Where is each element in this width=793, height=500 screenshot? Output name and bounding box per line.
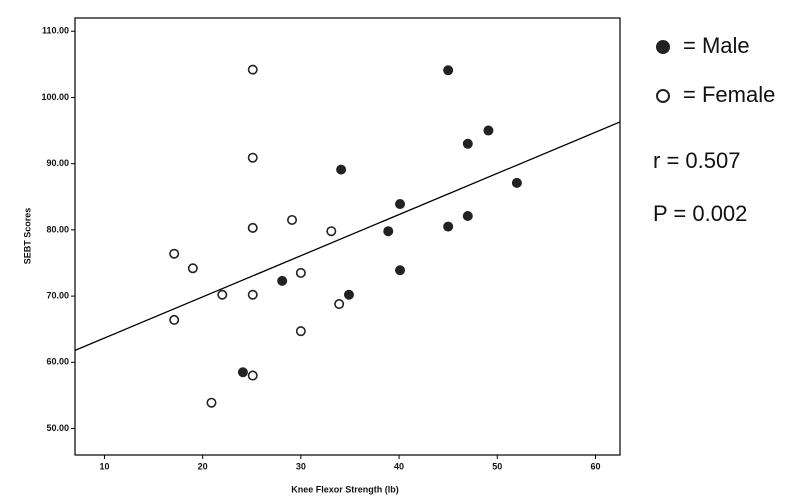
point: [218, 291, 226, 299]
x-tick-label: 30: [296, 461, 306, 471]
point: [249, 65, 257, 73]
point: [297, 269, 305, 277]
point: [170, 250, 178, 258]
point: [464, 212, 472, 220]
point: [384, 227, 392, 235]
point: [249, 371, 257, 379]
y-tick-label: 70.00: [46, 290, 69, 300]
y-tick-label: 90.00: [46, 158, 69, 168]
legend-marker: [657, 41, 669, 53]
point: [189, 264, 197, 272]
x-axis-label: Knee Flexor Strength (lb): [291, 484, 399, 494]
point: [278, 277, 286, 285]
point: [444, 222, 452, 230]
annotation: P = 0.002: [653, 201, 747, 226]
point: [396, 266, 404, 274]
point: [464, 140, 472, 148]
point: [249, 291, 257, 299]
fit-line: [75, 122, 620, 350]
point: [484, 126, 492, 134]
y-tick-label: 50.00: [46, 423, 69, 433]
annotation: r = 0.507: [653, 148, 740, 173]
x-tick-label: 20: [198, 461, 208, 471]
x-tick-label: 40: [394, 461, 404, 471]
y-tick-label: 110.00: [42, 26, 69, 36]
point: [249, 224, 257, 232]
x-tick-label: 60: [590, 461, 600, 471]
legend-label: = Male: [683, 33, 750, 58]
point: [513, 179, 521, 187]
point: [396, 200, 404, 208]
y-tick-label: 80.00: [46, 224, 69, 234]
point: [239, 368, 247, 376]
point: [337, 165, 345, 173]
point: [170, 316, 178, 324]
y-tick-label: 100.00: [41, 92, 69, 102]
legend-label: = Female: [683, 82, 775, 107]
y-axis-label: SEBT Scores: [22, 208, 32, 265]
point: [444, 66, 452, 74]
x-tick-label: 50: [492, 461, 502, 471]
point: [297, 327, 305, 335]
point: [335, 300, 343, 308]
x-tick-label: 10: [99, 461, 109, 471]
point: [207, 398, 215, 406]
legend-marker: [657, 90, 669, 102]
point: [288, 216, 296, 224]
point: [345, 291, 353, 299]
y-tick-label: 60.00: [46, 357, 69, 367]
point: [327, 227, 335, 235]
point: [249, 154, 257, 162]
chart: SEBT Scores Knee Flexor Strength (lb) 50…: [0, 0, 793, 500]
